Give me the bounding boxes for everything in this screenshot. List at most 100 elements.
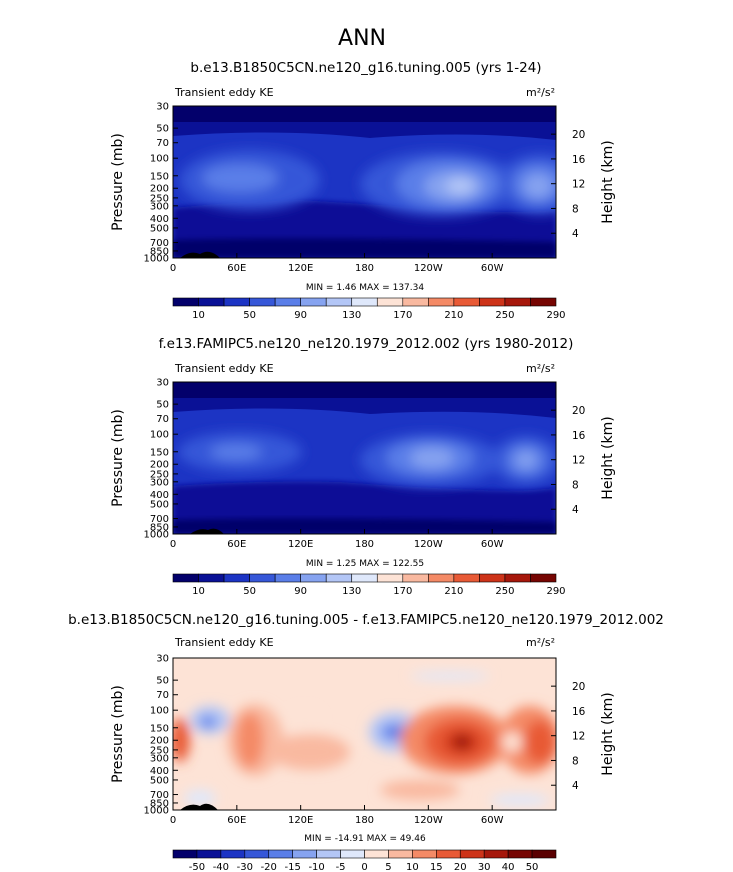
y-tick-label: 300 bbox=[150, 201, 169, 212]
y2-tick-label: 12 bbox=[572, 179, 585, 191]
colorbar-box bbox=[412, 849, 437, 859]
panel-3: b.e13.B1850C5CN.ne120_g16.tuning.005 - f… bbox=[68, 612, 664, 872]
y2-tick-label: 4 bbox=[572, 780, 579, 792]
panel-2-field bbox=[173, 382, 556, 534]
colorbar-label: -15 bbox=[285, 862, 301, 872]
y-tick-label: 850 bbox=[150, 798, 169, 809]
x-tick-label: 60E bbox=[227, 263, 246, 274]
y-tick-label: 100 bbox=[150, 706, 169, 717]
colorbar-label: 40 bbox=[502, 862, 515, 872]
colorbar-box bbox=[351, 297, 378, 307]
colorbar-box bbox=[428, 573, 455, 583]
x-tick-label: 60W bbox=[481, 815, 504, 826]
y-tick-label: 400 bbox=[150, 766, 169, 777]
colorbar-box bbox=[196, 849, 222, 859]
colorbar-box bbox=[453, 297, 480, 307]
panel-3-stats: MIN = -14.91 MAX = 49.46 bbox=[304, 834, 426, 844]
panel-2-title: f.e13.FAMIPC5.ne120_ne120.1979_2012.002 … bbox=[159, 336, 574, 352]
colorbar-box bbox=[530, 297, 557, 307]
colorbar-box bbox=[268, 849, 293, 859]
colorbar-box bbox=[402, 297, 429, 307]
y-tick-label: 30 bbox=[156, 654, 169, 665]
y2-tick-label: 20 bbox=[572, 681, 585, 693]
colorbar-label: 210 bbox=[444, 310, 463, 321]
y-tick-label: 850 bbox=[150, 522, 169, 533]
colorbar-label: 10 bbox=[192, 310, 205, 321]
colorbar-label: 250 bbox=[495, 586, 514, 597]
x-tick-label: 120E bbox=[288, 263, 313, 274]
x-tick-label: 120W bbox=[414, 263, 443, 274]
figure-title: ANN bbox=[338, 26, 386, 51]
x-tick-label: 120W bbox=[414, 815, 443, 826]
colorbar-label: -20 bbox=[261, 862, 277, 872]
x-tick-label: 120W bbox=[414, 539, 443, 550]
y-tick-label: 850 bbox=[150, 246, 169, 257]
colorbar-box bbox=[300, 573, 327, 583]
colorbar-label: 170 bbox=[393, 310, 412, 321]
y2-tick-label: 12 bbox=[572, 455, 585, 467]
y-tick-label: 200 bbox=[150, 184, 169, 195]
colorbar-label: -40 bbox=[213, 862, 229, 872]
colorbar-box bbox=[402, 573, 429, 583]
panel-3-units-label: m²/s² bbox=[526, 636, 555, 649]
colorbar-box bbox=[364, 849, 389, 859]
panel-3-ylabel: Pressure (mb) bbox=[110, 685, 126, 783]
colorbar-box bbox=[198, 297, 225, 307]
y2-tick-label: 4 bbox=[572, 228, 579, 240]
colorbar-box bbox=[340, 849, 365, 859]
y-tick-label: 100 bbox=[150, 154, 169, 165]
colorbar-label: 15 bbox=[430, 862, 443, 872]
x-tick-label: 0 bbox=[170, 815, 176, 826]
x-tick-label: 60W bbox=[481, 539, 504, 550]
panel-3-y2label: Height (km) bbox=[600, 692, 616, 775]
colorbar-box bbox=[459, 849, 485, 859]
x-tick-label: 120E bbox=[288, 815, 313, 826]
y-tick-label: 150 bbox=[150, 723, 169, 734]
colorbar-label: -50 bbox=[189, 862, 205, 872]
y-tick-label: 200 bbox=[150, 736, 169, 747]
colorbar-label: 130 bbox=[342, 586, 361, 597]
colorbar-box bbox=[300, 297, 327, 307]
colorbar-label: 50 bbox=[243, 586, 256, 597]
y-tick-label: 30 bbox=[156, 102, 169, 113]
y-tick-label: 50 bbox=[156, 400, 169, 411]
colorbar-label: 210 bbox=[444, 586, 463, 597]
panel-1-y2label: Height (km) bbox=[600, 140, 616, 223]
panel-3-y2-axis: 4 8 12 16 20 bbox=[551, 681, 586, 792]
y2-tick-label: 8 bbox=[572, 203, 579, 215]
colorbar-box bbox=[504, 573, 531, 583]
y-tick-label: 150 bbox=[150, 171, 169, 182]
colorbar-box bbox=[428, 297, 455, 307]
colorbar-label: 20 bbox=[454, 862, 467, 872]
y2-tick-label: 20 bbox=[572, 129, 585, 141]
colorbar-box bbox=[376, 573, 404, 583]
panel-1-ylabel: Pressure (mb) bbox=[110, 133, 126, 231]
panel-3-left-label: Transient eddy KE bbox=[174, 636, 274, 649]
colorbar-box bbox=[507, 849, 533, 859]
y-tick-label: 250 bbox=[150, 193, 169, 204]
colorbar-box bbox=[376, 297, 404, 307]
x-tick-label: 120E bbox=[288, 539, 313, 550]
colorbar-label: 10 bbox=[406, 862, 419, 872]
y-tick-label: 500 bbox=[150, 775, 169, 786]
colorbar-box bbox=[223, 297, 250, 307]
y-tick-label: 1000 bbox=[144, 806, 169, 817]
colorbar-label: 290 bbox=[546, 310, 565, 321]
panel-1-y2-axis: 4 8 12 16 20 bbox=[551, 129, 586, 240]
x-tick-label: 0 bbox=[170, 539, 176, 550]
y2-tick-label: 4 bbox=[572, 504, 579, 516]
colorbar-box bbox=[172, 849, 198, 859]
y2-tick-label: 20 bbox=[572, 405, 585, 417]
y2-tick-label: 16 bbox=[572, 430, 586, 442]
colorbar-box bbox=[436, 849, 461, 859]
colorbar-box bbox=[531, 849, 557, 859]
y2-tick-label: 12 bbox=[572, 731, 585, 743]
colorbar-label: -30 bbox=[237, 862, 253, 872]
y-tick-label: 700 bbox=[150, 790, 169, 801]
colorbar-label: -5 bbox=[336, 862, 346, 872]
y2-tick-label: 8 bbox=[572, 755, 579, 767]
